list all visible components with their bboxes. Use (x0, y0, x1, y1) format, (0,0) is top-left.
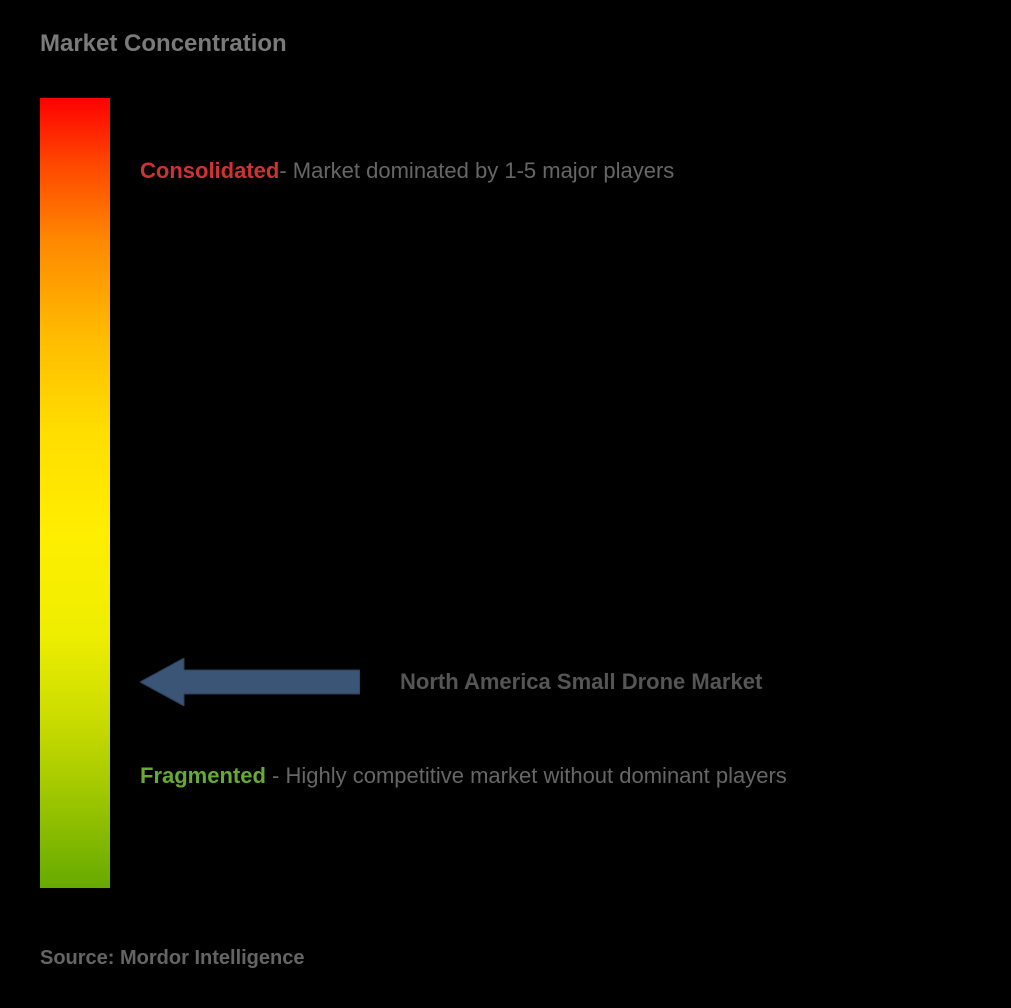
labels-column: Consolidated- Market dominated by 1-5 ma… (140, 98, 971, 888)
source-attribution: Source: Mordor Intelligence (40, 947, 304, 970)
market-indicator-block: North America Small Drone Market (140, 658, 762, 706)
market-name-label: North America Small Drone Market (400, 669, 762, 695)
content-area: Consolidated- Market dominated by 1-5 ma… (40, 98, 971, 888)
fragmented-block: Fragmented - Highly competitive market w… (140, 758, 951, 793)
left-arrow-icon (140, 658, 360, 706)
fragmented-description: - Highly competitive market without domi… (266, 763, 787, 788)
concentration-gradient-bar (40, 98, 110, 888)
consolidated-label: Consolidated (140, 158, 279, 183)
chart-title: Market Concentration (40, 30, 971, 58)
fragmented-label: Fragmented (140, 763, 266, 788)
consolidated-description: - Market dominated by 1-5 major players (279, 158, 674, 183)
consolidated-block: Consolidated- Market dominated by 1-5 ma… (140, 158, 951, 184)
